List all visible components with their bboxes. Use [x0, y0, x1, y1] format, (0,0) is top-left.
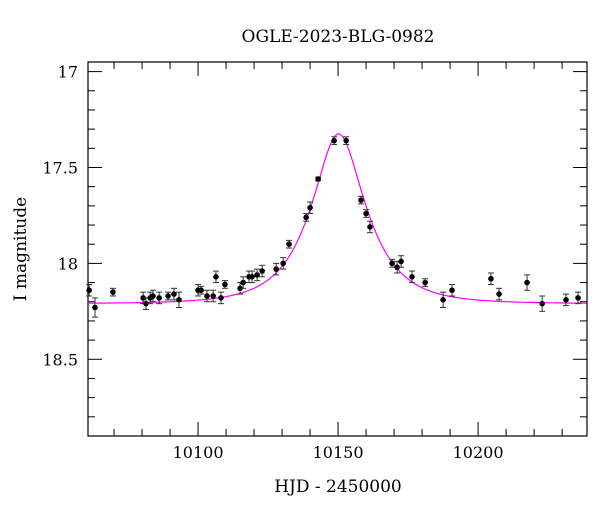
plot-frame	[87, 61, 588, 437]
data-point	[389, 260, 395, 267]
data-point	[150, 293, 156, 299]
x-tick-label: 10150	[313, 443, 364, 462]
data-point	[176, 297, 182, 303]
data-point	[143, 300, 149, 307]
data-point	[204, 293, 210, 299]
data-point	[363, 210, 369, 217]
data-point	[254, 272, 260, 278]
data-point	[307, 204, 313, 211]
data-point	[249, 274, 255, 280]
data-point	[331, 137, 337, 144]
data-point	[218, 295, 224, 301]
data-point	[488, 275, 494, 282]
data-point	[422, 279, 428, 286]
data-point	[210, 293, 216, 299]
data-point	[524, 279, 530, 286]
data-point	[273, 266, 279, 272]
data-point	[394, 264, 400, 271]
data-point	[303, 214, 309, 221]
y-tick-label: 18	[58, 254, 78, 273]
data-point	[165, 293, 171, 299]
data-point	[539, 300, 545, 307]
data-point	[86, 287, 92, 294]
data-points	[86, 136, 582, 318]
x-tick-labels: 10100 10150 10200	[173, 443, 504, 462]
data-point	[367, 224, 373, 230]
x-axis-label: HJD - 2450000	[274, 477, 402, 497]
data-point	[171, 291, 177, 297]
data-point	[449, 287, 455, 294]
data-point	[409, 274, 415, 280]
data-point	[110, 289, 116, 295]
data-point	[213, 274, 219, 280]
data-point	[286, 241, 292, 248]
y-axis-label: I magnitude	[11, 197, 31, 301]
data-point	[563, 297, 569, 303]
axis-ticks	[88, 62, 587, 437]
data-point	[240, 279, 246, 286]
data-point	[315, 176, 321, 182]
data-point	[575, 295, 581, 301]
y-tick-label: 18.5	[42, 350, 78, 369]
x-tick-label: 10200	[453, 443, 504, 462]
data-point	[222, 281, 228, 288]
data-point	[237, 285, 243, 292]
data-point	[198, 287, 204, 294]
data-point	[280, 260, 286, 267]
data-point	[398, 258, 404, 265]
data-point	[259, 268, 265, 274]
y-tick-labels: 17 17.5 18 18.5	[42, 63, 78, 370]
model-curve	[88, 133, 587, 304]
data-point	[358, 197, 364, 203]
data-point	[156, 295, 162, 301]
chart-title: OGLE-2023-BLG-0982	[242, 27, 435, 47]
data-point	[440, 297, 446, 303]
y-tick-label: 17	[58, 63, 78, 82]
data-point	[92, 304, 98, 311]
y-tick-label: 17.5	[42, 158, 78, 177]
data-point	[343, 137, 349, 144]
data-point	[496, 291, 502, 297]
x-tick-label: 10100	[173, 443, 224, 462]
